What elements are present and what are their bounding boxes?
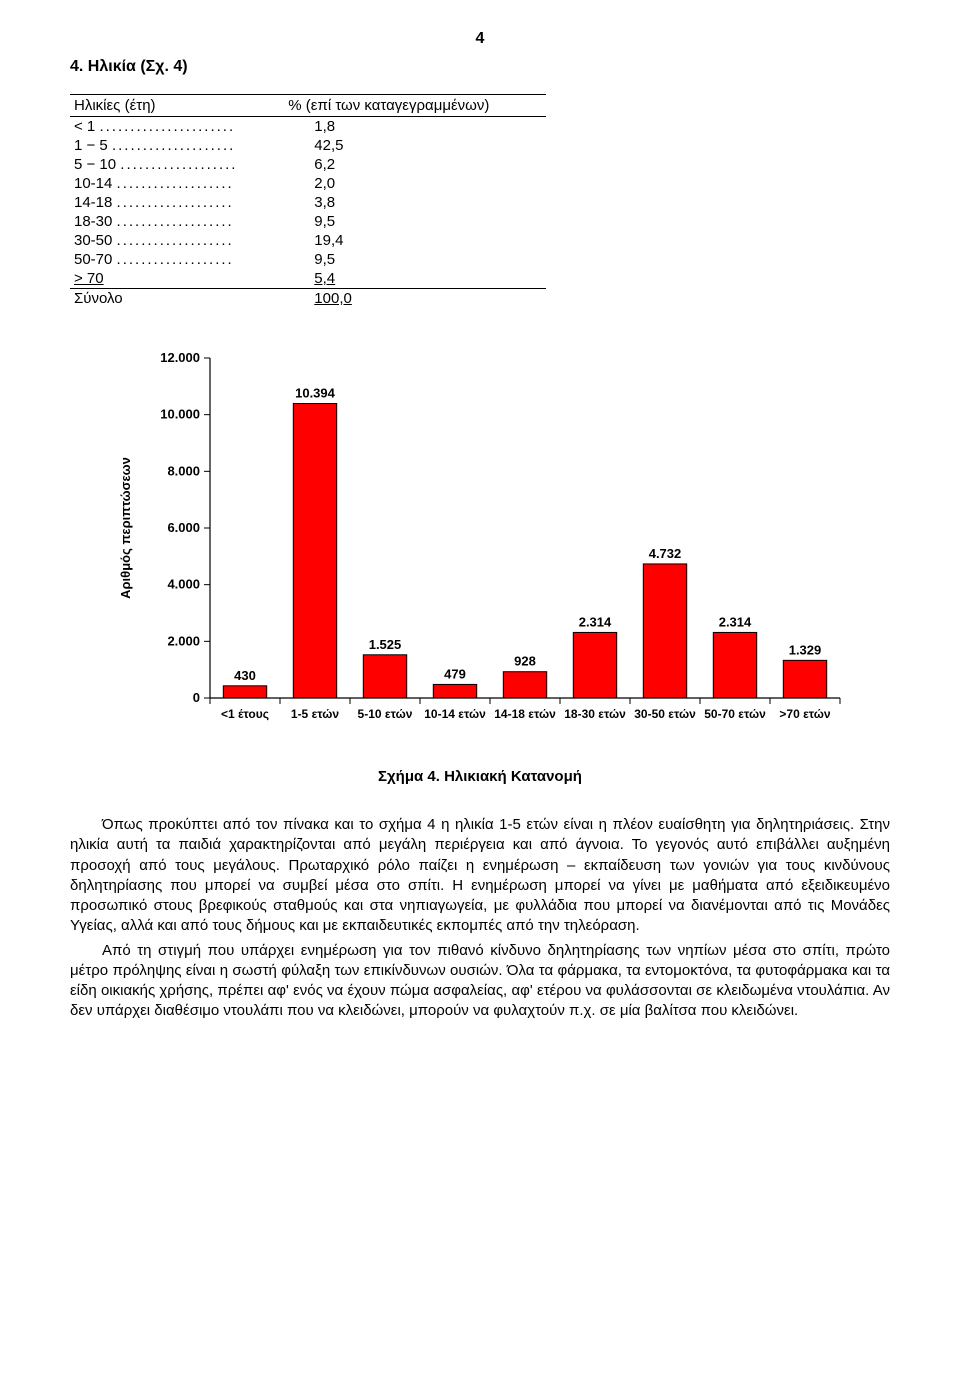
bar	[363, 655, 406, 698]
table-col2-header: % (επί των καταγεγραμμένων)	[284, 95, 545, 117]
x-category-label: 50-70 ετών	[704, 707, 766, 721]
table-cell-label: 1 − 5 ....................	[70, 136, 284, 155]
bar-value-label: 928	[514, 654, 536, 669]
y-tick-label: 2.000	[167, 633, 200, 648]
paragraph: Από τη στιγμή που υπάρχει ενημέρωση για …	[70, 941, 890, 1022]
bar-value-label: 10.394	[295, 386, 336, 401]
table-cell-value: 19,4	[284, 231, 545, 250]
age-table: Ηλικίες (έτη) % (επί των καταγεγραμμένων…	[70, 94, 546, 308]
x-category-label: >70 ετών	[779, 707, 831, 721]
bar-value-label: 430	[234, 668, 256, 683]
table-col1-header: Ηλικίες (έτη)	[70, 95, 284, 117]
table-row: 14-18 ...................3,8	[70, 193, 546, 212]
table-cell-value: 9,5	[284, 250, 545, 269]
table-cell-label: 18-30 ...................	[70, 212, 284, 231]
y-tick-label: 4.000	[167, 577, 200, 592]
x-category-label: 5-10 ετών	[358, 707, 413, 721]
bar-value-label: 2.314	[579, 614, 612, 629]
table-row: 5 − 10 ...................6,2	[70, 155, 546, 174]
table-cell-value: 3,8	[284, 193, 545, 212]
table-cell-label: 30-50 ...................	[70, 231, 284, 250]
page-number: 4	[70, 30, 890, 48]
bar-value-label: 1.525	[369, 637, 402, 652]
body-text: Όπως προκύπτει από τον πίνακα και το σχή…	[70, 815, 890, 1022]
x-category-label: 10-14 ετών	[424, 707, 486, 721]
table-row: 1 − 5 ....................42,5	[70, 136, 546, 155]
bar-value-label: 1.329	[789, 642, 822, 657]
x-category-label: <1 έτους	[221, 707, 269, 721]
bar	[223, 686, 266, 698]
table-cell-value: 1,8	[284, 117, 545, 137]
bar	[293, 404, 336, 698]
x-category-label: 14-18 ετών	[494, 707, 556, 721]
chart-caption: Σχήμα 4. Ηλικιακή Κατανομή	[70, 768, 890, 785]
table-row: 30-50 ...................19,4	[70, 231, 546, 250]
y-tick-label: 10.000	[160, 407, 200, 422]
table-cell-label: 14-18 ...................	[70, 193, 284, 212]
table-row: 10-14 ...................2,0	[70, 174, 546, 193]
table-sum-label: Σύνολο	[70, 289, 284, 309]
bar-value-label: 479	[444, 666, 466, 681]
y-axis-title: Αριθμός περιπτώσεων	[118, 457, 133, 599]
bar-value-label: 4.732	[649, 546, 682, 561]
table-row: 18-30 ...................9,5	[70, 212, 546, 231]
y-tick-label: 0	[193, 690, 200, 705]
age-bar-chart: 0 2.000 4.000 6.000 8.000 10.000 12.000 430 <1 έ…	[100, 338, 860, 758]
x-category-label: 30-50 ετών	[634, 707, 696, 721]
table-cell-label: 50-70 ...................	[70, 250, 284, 269]
bar	[573, 632, 616, 698]
table-cell-value: 2,0	[284, 174, 545, 193]
table-cell-value: 42,5	[284, 136, 545, 155]
bar	[783, 660, 826, 698]
table-row: < 1 ......................1,8	[70, 117, 546, 137]
table-row: 50-70 ...................9,5	[70, 250, 546, 269]
table-cell-label: 10-14 ...................	[70, 174, 284, 193]
bar	[503, 672, 546, 698]
table-cell-value: 6,2	[284, 155, 545, 174]
x-category-label: 1-5 ετών	[291, 707, 340, 721]
bar	[713, 632, 756, 698]
chart-svg: 0 2.000 4.000 6.000 8.000 10.000 12.000 430 <1 έ…	[100, 338, 860, 758]
table-cell-label: < 1 ......................	[70, 117, 284, 137]
y-tick-label: 8.000	[167, 463, 200, 478]
table-row: > 705,4	[70, 269, 546, 289]
table-sum-value: 100,0	[284, 289, 545, 309]
section-heading: 4. Ηλικία (Σχ. 4)	[70, 58, 890, 76]
table-cell-value: 9,5	[284, 212, 545, 231]
y-tick-label: 6.000	[167, 520, 200, 535]
bar	[433, 684, 476, 698]
bar-value-label: 2.314	[719, 614, 752, 629]
paragraph: Όπως προκύπτει από τον πίνακα και το σχή…	[70, 815, 890, 937]
table-cell-value: 5,4	[284, 269, 545, 289]
x-category-label: 18-30 ετών	[564, 707, 626, 721]
table-cell-label: > 70	[70, 269, 284, 289]
y-tick-label: 12.000	[160, 350, 200, 365]
table-cell-label: 5 − 10 ...................	[70, 155, 284, 174]
bar	[643, 564, 686, 698]
